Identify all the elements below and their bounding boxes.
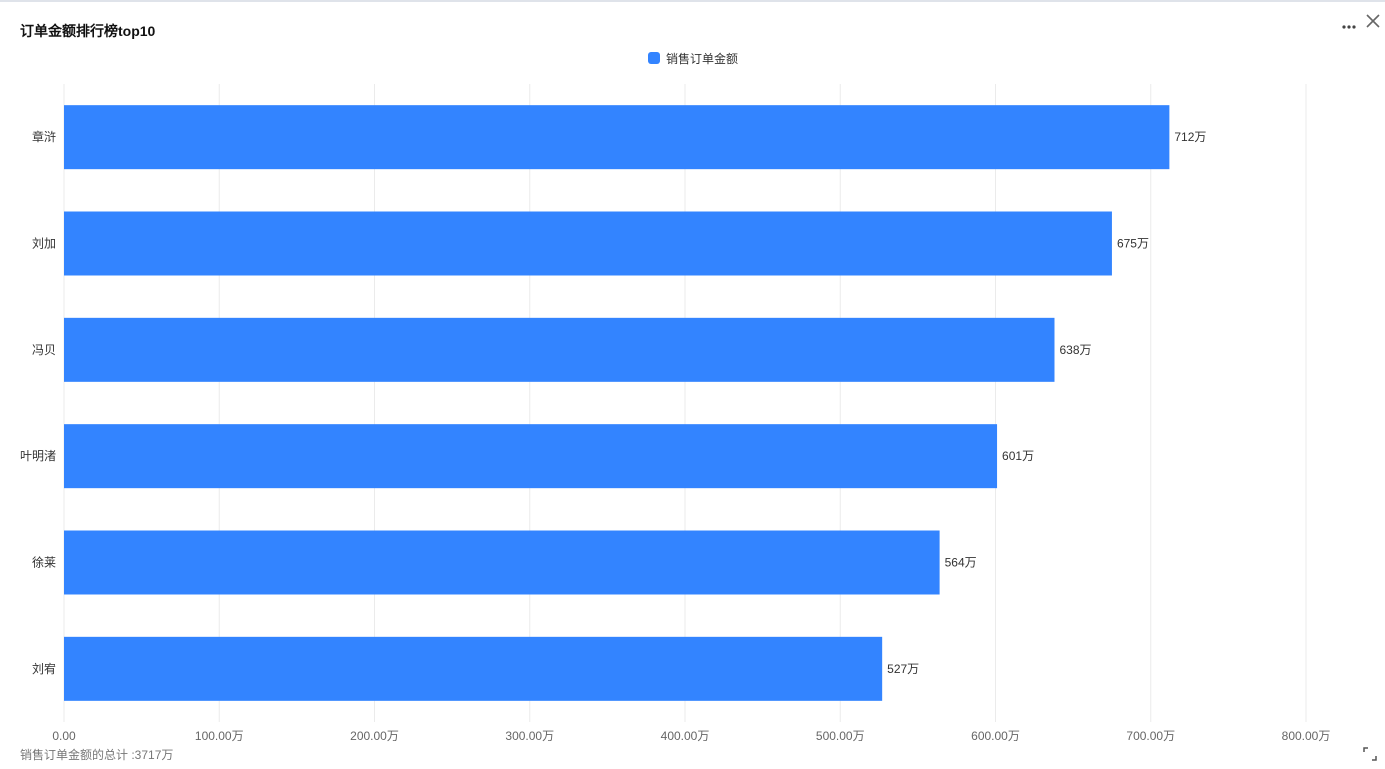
y-category-label: 刘宥 [32,661,56,676]
y-category-label: 章浒 [32,129,56,144]
x-tick-label: 100.00万 [195,729,244,743]
data-label: 712万 [1174,130,1206,144]
expand-icon[interactable] [1363,747,1377,761]
y-category-label: 刘加 [32,237,56,251]
data-label: 527万 [887,662,919,676]
total-summary: 销售订单金额的总计 :3717万 [20,748,174,762]
y-category-label: 徐莱 [32,555,56,570]
x-tick-label: 600.00万 [971,729,1020,743]
x-tick-label: 800.00万 [1282,729,1331,743]
bar [64,424,998,489]
y-category-label: 冯贝 [32,343,56,357]
bar [64,211,1112,276]
legend-item[interactable]: 销售订单金额 [648,48,738,68]
legend-swatch [648,52,660,64]
y-category-label: 叶明渚 [20,449,56,463]
x-tick-label: 400.00万 [661,729,710,743]
x-tick-label: 0.00 [52,729,76,743]
x-tick-label: 500.00万 [816,729,865,743]
more-icon[interactable] [1340,18,1358,36]
data-label: 638万 [1059,343,1091,357]
x-tick-label: 300.00万 [505,729,554,743]
bar [64,636,883,701]
data-label: 601万 [1002,449,1034,463]
legend-label: 销售订单金额 [666,51,739,66]
chart-title: 订单金额排行榜top10 [20,23,156,39]
x-tick-label: 700.00万 [1126,729,1175,743]
data-label: 675万 [1117,237,1149,251]
bar [64,317,1055,382]
bar [64,105,1170,170]
x-tick-label: 200.00万 [350,729,399,743]
close-icon[interactable] [1364,12,1382,30]
bar [64,530,940,595]
data-label: 564万 [945,556,977,570]
